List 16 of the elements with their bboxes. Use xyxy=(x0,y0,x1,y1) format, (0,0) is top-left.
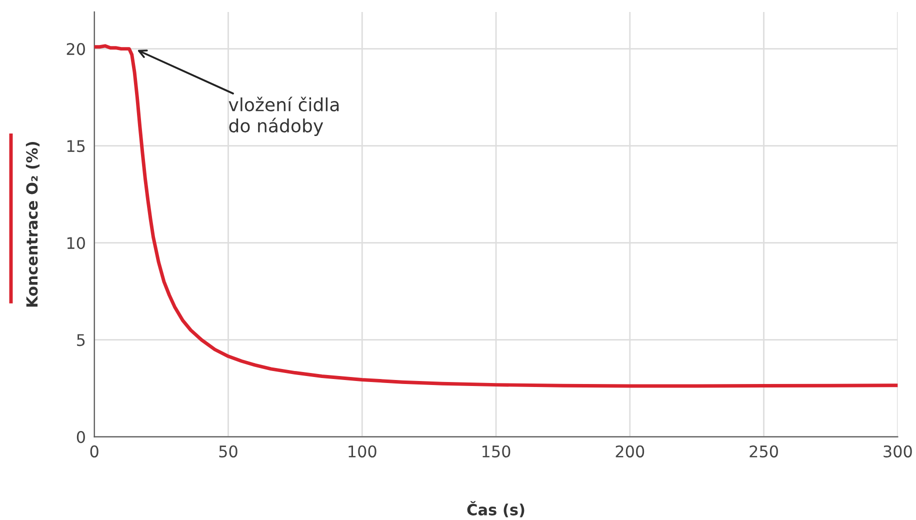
y-axis-title: Koncentrace O₂ (%) xyxy=(26,142,40,307)
y-tick-label: 15 xyxy=(67,140,85,152)
y-tick-label: 0 xyxy=(76,431,85,444)
x-tick-label: 150 xyxy=(482,445,510,458)
x-tick-label: 200 xyxy=(616,445,644,458)
x-axis-title: Čas (s) xyxy=(467,501,524,518)
x-tick-label: 250 xyxy=(750,445,778,458)
x-tick-label: 300 xyxy=(884,445,912,458)
y-tick-label: 20 xyxy=(66,43,85,56)
line-series xyxy=(94,44,898,388)
x-tick-label: 100 xyxy=(348,445,376,458)
x-tick-label: 0 xyxy=(90,445,98,458)
x-tick-label: 50 xyxy=(219,445,238,458)
y-tick-label: 5 xyxy=(77,334,85,346)
annotation: vložení čidla do nádoby xyxy=(228,96,339,136)
y-tick-label: 10 xyxy=(67,237,85,250)
